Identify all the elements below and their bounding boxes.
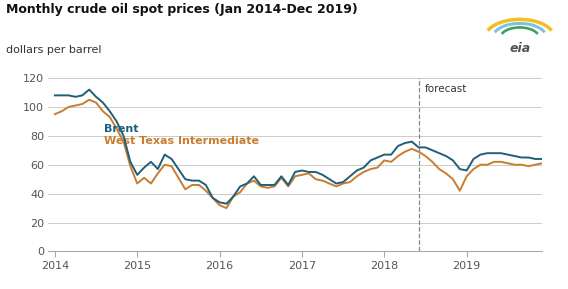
Text: eia: eia xyxy=(509,42,531,55)
Text: West Texas Intermediate: West Texas Intermediate xyxy=(105,136,259,146)
Text: dollars per barrel: dollars per barrel xyxy=(6,45,101,55)
Text: Brent: Brent xyxy=(105,124,139,134)
Text: Monthly crude oil spot prices (Jan 2014-Dec 2019): Monthly crude oil spot prices (Jan 2014-… xyxy=(6,3,357,16)
Text: forecast: forecast xyxy=(424,84,467,94)
